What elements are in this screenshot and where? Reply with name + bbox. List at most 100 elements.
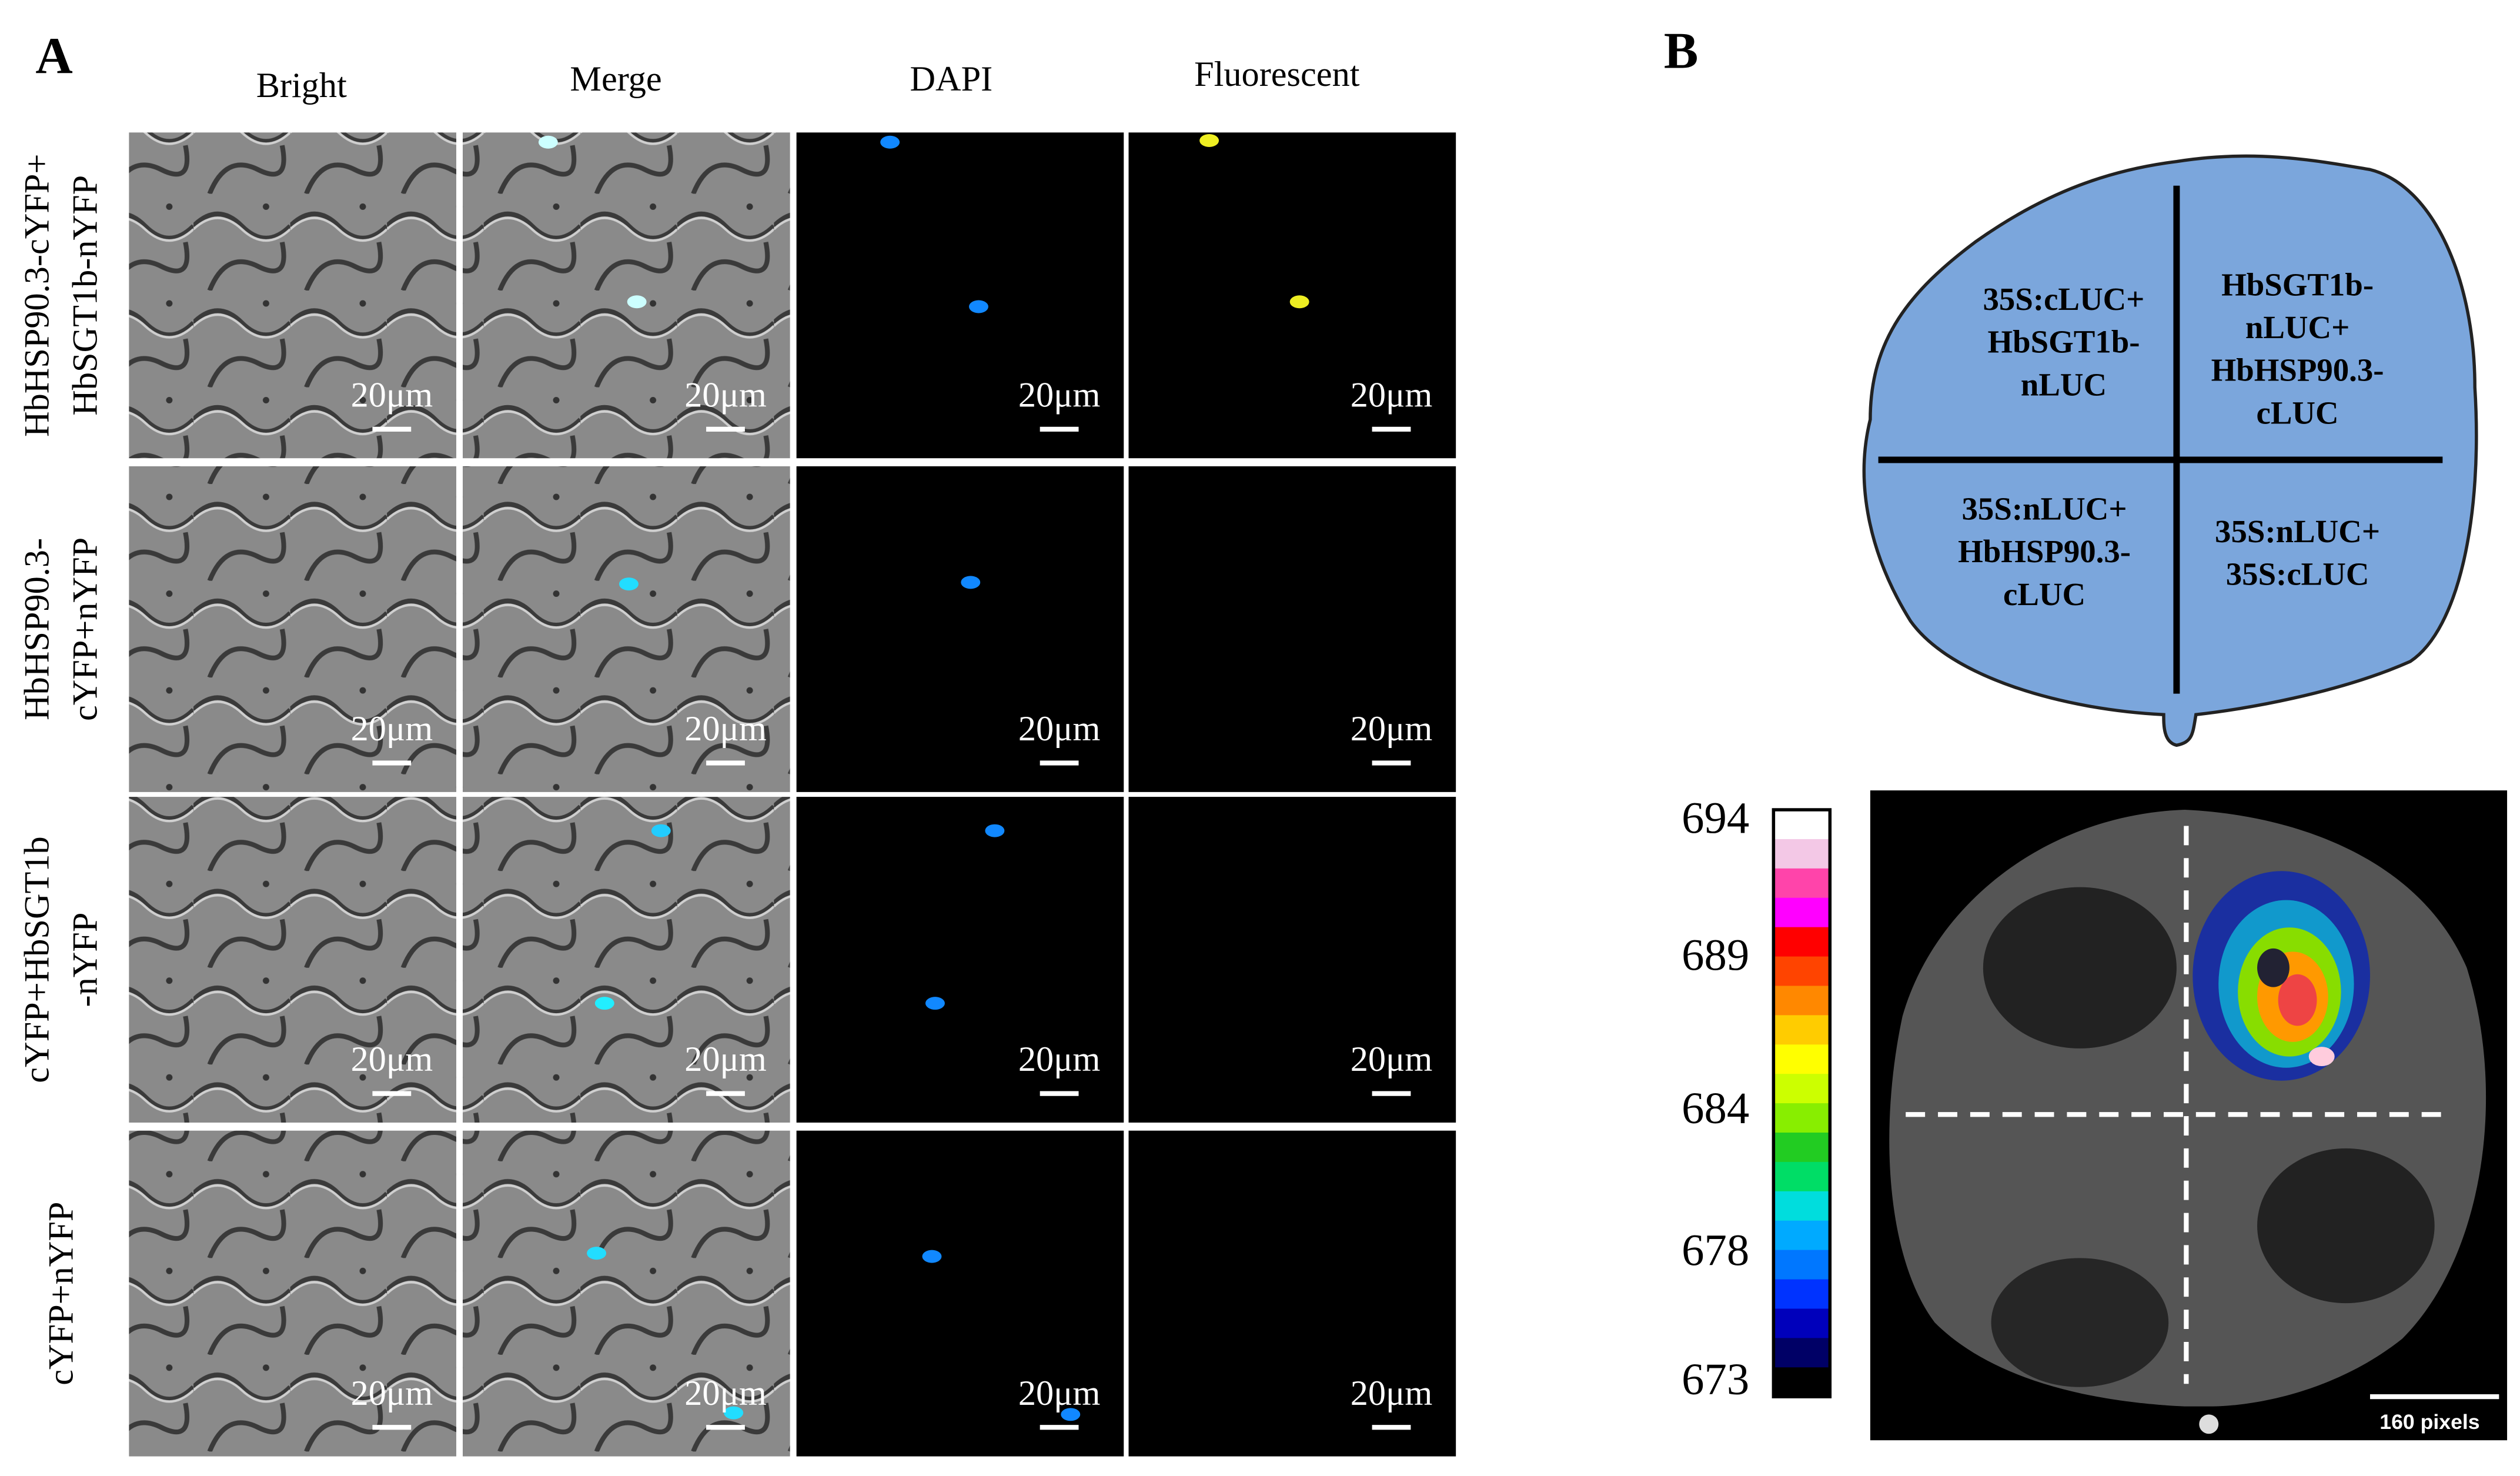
row-label: HbHSP90.3- <box>17 538 56 720</box>
row-label: cYFP+nYFP <box>42 1202 81 1385</box>
signal-dot <box>985 824 1005 837</box>
colorbar-segment <box>1773 1191 1830 1222</box>
signal-dot <box>1061 1408 1081 1421</box>
colorbar-label: 673 <box>1682 1354 1749 1404</box>
scale-bar-label: 20μm <box>1351 709 1433 749</box>
panel-label: B <box>1664 22 1699 79</box>
colorbar-segment <box>1773 1074 1830 1104</box>
scale-bar-label: 20μm <box>351 1374 433 1413</box>
fluorescence-image <box>1128 1130 1456 1457</box>
infiltration-spot <box>1991 1258 2169 1387</box>
colorbar-segment <box>1773 1220 1830 1251</box>
fluorescence-image <box>796 1130 1124 1457</box>
signal-dot <box>922 1250 942 1263</box>
colorbar: 694 689 684 678 673 <box>1682 793 1832 1404</box>
column-header: Merge <box>570 59 661 99</box>
scale-bar-label: 20μm <box>1018 375 1101 415</box>
quadrant-label: 35S:nLUC+ <box>2215 513 2380 549</box>
row-label: cYFP+HbSGT1b <box>17 836 56 1083</box>
petiole <box>2199 1414 2219 1434</box>
scale-bar-label: 20μm <box>1018 709 1101 749</box>
scale-bar-label: 20μm <box>351 375 433 415</box>
bright-field-image <box>129 1130 457 1457</box>
row-label: HbHSP90.3-cYFP+ <box>17 154 56 437</box>
signal-dot <box>651 824 671 837</box>
colorbar-segment <box>1773 986 1830 1016</box>
column-header: DAPI <box>910 59 993 99</box>
fluorescence-image <box>796 466 1124 792</box>
quadrant-label: cLUC <box>2003 576 2085 612</box>
quadrant-label: HbSGT1b- <box>2221 266 2374 302</box>
leaf-diagram <box>1862 154 2478 747</box>
fluorescence-image <box>796 797 1124 1123</box>
bright-field-image <box>463 1130 790 1457</box>
row-label: HbSGT1b-nYFP <box>66 175 105 416</box>
colorbar-segment <box>1773 1133 1830 1163</box>
colorbar-segment <box>1773 956 1830 987</box>
scale-bar-label: 20μm <box>1351 375 1433 415</box>
signal-dot <box>925 997 945 1010</box>
fluorescence-image <box>1128 466 1456 792</box>
luminescence-signal <box>2193 871 2370 1081</box>
colorbar-segment <box>1773 1338 1830 1368</box>
quadrant-label: nLUC <box>2021 366 2107 402</box>
signal-dot <box>1289 295 1309 309</box>
colorbar-segment <box>1773 1308 1830 1339</box>
signal-dot <box>594 997 614 1010</box>
scale-bar-label: 20μm <box>1018 1374 1101 1413</box>
colorbar-label: 678 <box>1682 1225 1749 1275</box>
bright-field-image <box>129 797 457 1123</box>
bright-field-image <box>129 132 457 459</box>
bright-field-image <box>129 466 457 792</box>
colorbar-segment <box>1773 839 1830 870</box>
scale-bar-label: 20μm <box>1351 1374 1433 1413</box>
colorbar-segment <box>1773 1015 1830 1046</box>
scale-bar-label: 20μm <box>684 709 767 749</box>
scale-bar-label: 160 pixels <box>2379 1410 2479 1434</box>
scale-bar-label: 20μm <box>351 1040 433 1079</box>
quadrant-label: HbHSP90.3- <box>1958 533 2131 569</box>
fluorescence-image <box>1128 797 1456 1123</box>
signal-dot <box>587 1247 607 1260</box>
row-label: cYFP+nYFP <box>66 537 105 721</box>
quadrant-label: 35S:nLUC+ <box>1962 490 2127 526</box>
quadrant-label: 35S:cLUC <box>2226 556 2369 592</box>
colorbar-label: 684 <box>1682 1083 1749 1133</box>
colorbar-label: 694 <box>1682 793 1749 843</box>
colorbar-segment <box>1773 810 1830 840</box>
signal-dot <box>619 577 639 591</box>
quadrant-label: HbSGT1b- <box>1987 324 2140 360</box>
row-label: -nYFP <box>66 913 105 1007</box>
colorbar-segment <box>1773 897 1830 929</box>
scale-bar-label: 20μm <box>1351 1040 1433 1079</box>
panel-label: A <box>35 27 72 84</box>
colorbar-frame <box>1772 808 1832 1398</box>
fluorescence-image <box>1128 132 1456 459</box>
colorbar-segment <box>1773 1279 1830 1310</box>
signal-dot <box>969 300 988 313</box>
quadrant-label: nLUC+ <box>2245 309 2350 345</box>
signal-dot <box>724 1406 744 1420</box>
colorbar-segment <box>1773 1250 1830 1280</box>
quadrant-label: HbHSP90.3- <box>2211 352 2384 388</box>
fluorescence-image <box>796 132 1124 459</box>
colorbar-segment <box>1773 1161 1830 1193</box>
colorbar-segment <box>1773 868 1830 899</box>
quadrant-label: 35S:cLUC+ <box>1983 281 2145 317</box>
column-header: Fluorescent <box>1194 55 1360 94</box>
colorbar-label: 689 <box>1682 930 1749 980</box>
signal-dot <box>1199 134 1219 147</box>
colorbar-segment <box>1773 1103 1830 1134</box>
column-header: Bright <box>256 66 347 105</box>
colorbar-segment <box>1773 1367 1830 1398</box>
bright-field-image <box>463 132 790 459</box>
colorbar-segment <box>1773 927 1830 957</box>
signal-dot <box>627 295 647 309</box>
colorbar-segment <box>1773 1044 1830 1075</box>
scale-bar-label: 20μm <box>1018 1040 1101 1079</box>
scale-bar-label: 20μm <box>351 709 433 749</box>
bright-field-image <box>463 466 790 792</box>
scale-bar-label: 20μm <box>684 1040 767 1079</box>
